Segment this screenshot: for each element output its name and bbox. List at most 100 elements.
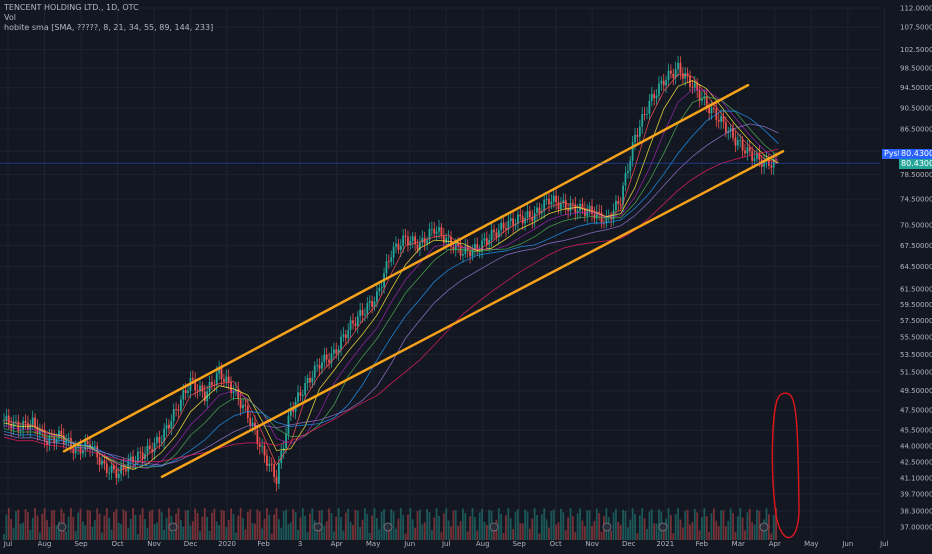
candle-body <box>421 237 424 243</box>
y-tick-label: 70.500000 <box>900 221 932 229</box>
candle-body <box>352 320 354 324</box>
y-tick-label: 44.000000 <box>900 442 932 450</box>
candle-body <box>7 415 10 424</box>
volume-bar <box>34 508 36 540</box>
candle-body <box>103 460 106 464</box>
volume-bar <box>251 522 254 540</box>
candle-body <box>705 96 708 107</box>
candle-body <box>177 409 180 411</box>
volume-bar <box>567 517 570 540</box>
volume-bar <box>17 509 20 540</box>
candle-body <box>763 161 766 167</box>
candle-body <box>48 435 51 445</box>
volume-bar <box>430 530 433 540</box>
candle-body <box>665 80 668 86</box>
candle-body <box>313 365 316 378</box>
y-tick-label: 61.500000 <box>900 285 932 293</box>
volume-bar <box>306 532 309 540</box>
candle-body <box>38 429 41 435</box>
candle-body <box>414 236 417 245</box>
volume-bar <box>624 510 627 540</box>
volume-bar <box>311 508 314 540</box>
candle-body <box>629 160 632 171</box>
x-tick-label: May <box>804 540 818 548</box>
candle-body <box>698 90 701 101</box>
candle-body <box>237 389 240 400</box>
candle-body <box>615 200 617 211</box>
candle-body <box>646 113 648 115</box>
volume-bar <box>428 512 431 540</box>
candle-body <box>662 80 665 86</box>
candle-body <box>165 424 168 429</box>
volume-bar <box>3 534 5 540</box>
indicator-label[interactable]: hobite sma [SMA, ?????, 8, 21, 34, 55, 8… <box>4 23 214 32</box>
candle-body <box>626 170 629 173</box>
volume-bar <box>526 511 529 540</box>
volume-bar <box>638 515 641 540</box>
candle-body <box>316 364 319 366</box>
candle-body <box>481 240 483 252</box>
volume-bar <box>531 518 534 540</box>
symbol-title[interactable]: TENCENT HOLDING LTD., 1D, OTC <box>4 3 139 12</box>
volume-bar <box>383 509 385 540</box>
x-tick-label: Feb <box>257 540 270 548</box>
volume-bar <box>626 527 629 540</box>
volume-bar <box>469 516 472 540</box>
volume-bar <box>426 508 428 540</box>
volume-bar <box>189 525 192 540</box>
candle-body <box>619 204 622 205</box>
candle-body <box>385 261 388 274</box>
volume-bar <box>132 508 134 540</box>
volume-bar <box>328 508 330 540</box>
volume-bar <box>689 524 691 540</box>
volume-label[interactable]: Vol <box>4 13 16 22</box>
volume-bar <box>414 527 417 540</box>
volume-bar <box>148 511 151 540</box>
y-tick-label: 67.500000 <box>900 242 932 250</box>
candle-body <box>58 430 60 439</box>
x-tick-label: Sep <box>74 540 88 548</box>
candle-body <box>160 441 163 443</box>
candle-body <box>266 455 268 467</box>
volume-bar <box>287 524 290 540</box>
candle-body <box>736 140 739 146</box>
candle-body <box>220 367 223 380</box>
candle-body <box>395 243 397 247</box>
volume-bar <box>438 515 440 540</box>
volume-bar <box>485 524 488 540</box>
price-tag-label: Pyst <box>882 149 903 159</box>
candle-body <box>407 236 409 246</box>
volume-bar <box>146 528 149 540</box>
volume-bar <box>693 508 696 540</box>
candle-body <box>368 301 371 304</box>
chart-legend: TENCENT HOLDING LTD., 1D, OTC Vol hobite… <box>4 3 213 33</box>
candle-body <box>526 211 529 218</box>
volume-bar <box>366 513 369 540</box>
candle-body <box>158 436 161 443</box>
volume-bar <box>653 523 656 540</box>
volume-bar <box>595 508 598 540</box>
volume-bar <box>407 514 409 540</box>
volume-bar <box>629 519 632 540</box>
volume-bar <box>646 528 648 540</box>
volume-bar <box>767 514 770 540</box>
volume-bar <box>304 515 307 540</box>
candle-body <box>31 417 34 425</box>
volume-bar <box>218 525 221 540</box>
volume-bar <box>144 519 146 540</box>
volume-bar <box>280 527 283 540</box>
candle-body <box>105 463 108 473</box>
candle-body <box>113 465 115 470</box>
volume-bar <box>440 532 443 540</box>
candle-body <box>175 409 178 410</box>
volume-bar <box>636 533 639 540</box>
volume-bar <box>242 517 244 540</box>
candle-body <box>564 200 567 209</box>
volume-bar <box>710 513 713 540</box>
candle-body <box>701 98 703 101</box>
x-tick-label: Jun <box>403 540 415 548</box>
candle-body <box>462 254 464 256</box>
candle-body <box>517 214 519 224</box>
